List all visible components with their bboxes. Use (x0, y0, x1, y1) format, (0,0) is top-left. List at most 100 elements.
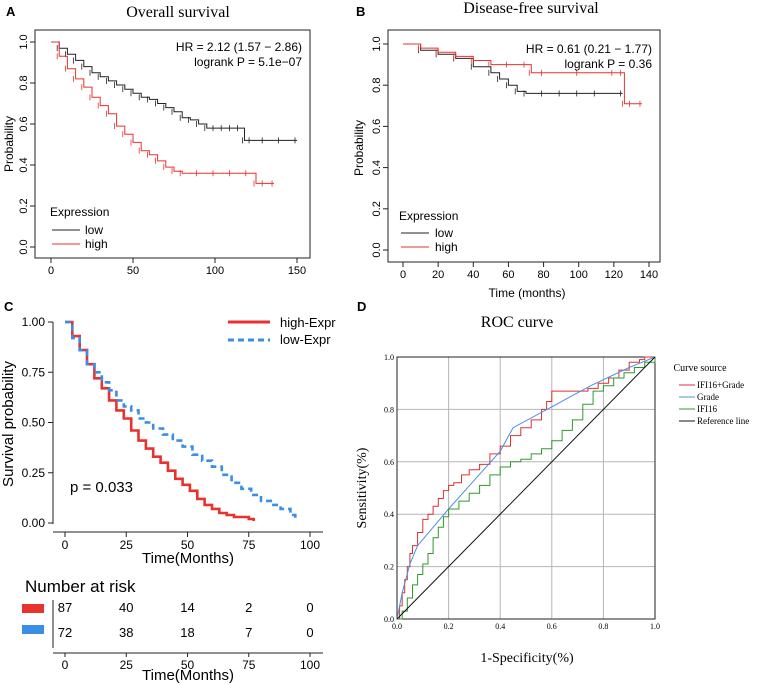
panel-c-curve-high-Expr (65, 320, 255, 521)
panel-c-x-tick-label: 25 (120, 538, 134, 552)
panel-c-pvalue-annotation: p = 0.033 (70, 479, 133, 496)
panel-a-x-axis: 0 50 100 150 (48, 258, 306, 277)
panel-b-y-tick-label: 1.0 (371, 36, 383, 51)
panel-d: D ROC curve 0.0 0.2 0.4 0.6 0.8 1.0 0.0 0.2 0.4… (355, 299, 749, 666)
panel-c-y-axis: 0.00 0.25 0.50 0.75 1.00 (22, 315, 53, 530)
panel-d-y-axis: 0.0 0.2 0.4 0.6 0.8 1.0 (384, 353, 394, 624)
panel-b-y-tick-label: 0.6 (371, 119, 383, 134)
panel-b-curves (403, 43, 642, 107)
panel-d-legend-label-grade: Grade (697, 392, 719, 402)
panel-a-curves (51, 41, 297, 187)
panel-b-letter: B (356, 4, 365, 19)
panel-c-x-tick-label: 100 (300, 538, 320, 552)
panel-a-legend-title: Expression (50, 205, 109, 219)
panel-a-x-tick-label: 0 (48, 265, 54, 277)
panel-d-curve-grade (396, 356, 656, 620)
panel-c-risk-high-swatch (22, 604, 44, 613)
panel-b-legend: Expression low high (399, 209, 458, 254)
panel-c-x-tick-label: 0 (62, 538, 69, 552)
panel-d-curve-reference-line (396, 356, 656, 620)
panel-c: C Survival probability 0.00 0.25 0.50 0.75 1… (0, 299, 336, 684)
panel-a-hr-annotation: HR = 2.12 (1.57 − 2.86) (176, 40, 302, 54)
panel-c-curves (65, 320, 297, 521)
panel-d-y-axis-label: Sensitivity(%) (355, 447, 370, 528)
panel-c-risk-x-tick-label: 0 (62, 658, 69, 672)
panel-c-y-tick-label: 1.00 (22, 315, 46, 329)
panel-c-risk-x-axis-label: Time(Months) (142, 667, 234, 684)
panel-b-x-tick-label: 20 (432, 269, 444, 281)
panel-b-x-tick-label: 80 (537, 269, 549, 281)
panel-d-x-axis: 0.0 0.2 0.4 0.6 0.8 1.0 (392, 622, 660, 631)
panel-d-x-tick-label: 0.0 (392, 622, 402, 631)
panel-b-y-tick-label: 0.8 (371, 78, 383, 93)
panel-c-risk-x-tick-label: 100 (300, 658, 320, 672)
panel-b-curve-high (403, 43, 642, 105)
panel-d-plot-frame (396, 356, 656, 620)
panel-d-x-axis-label: 1-Specificity(%) (480, 651, 574, 666)
panel-d-curve-ifi16-grade (397, 356, 655, 620)
panel-c-risk-count-low-Expr: 72 (58, 625, 72, 640)
panel-b-x-axis-label: Time (months) (489, 286, 566, 300)
panel-a-y-axis-label: Probability (2, 116, 16, 172)
panel-a-y-tick-label: 1.0 (18, 34, 30, 49)
panel-a-y-tick-label: 0.0 (18, 239, 30, 254)
panel-b-logrank-annotation: logrank P = 0.36 (564, 57, 652, 71)
panel-c-curve-low-Expr (65, 320, 297, 521)
panel-b-legend-high-label: high (435, 240, 458, 254)
panel-b-y-axis-label: Probability (352, 120, 366, 176)
panel-a-y-axis: 0.0 0.2 0.4 0.6 0.8 1.0 (18, 34, 35, 255)
panel-a-y-tick-label: 0.6 (18, 116, 30, 131)
panel-c-legend-high-label: high-Expr (280, 315, 336, 330)
panel-c-x-axis-label: Time(Months) (142, 550, 234, 567)
panel-d-legend: Curve source IFI16+Grade Grade IFI16 Ref… (673, 363, 749, 426)
panel-c-risk-count-low-Expr: 38 (119, 625, 133, 640)
panel-d-y-tick-label: 0.6 (384, 458, 394, 467)
panel-b-y-tick-label: 0.4 (371, 160, 383, 175)
panel-a-title: Overall survival (126, 4, 230, 21)
panel-b-x-tick-label: 100 (570, 269, 588, 281)
panel-d-curves (396, 356, 656, 620)
panel-b-y-tick-label: 0.2 (371, 201, 383, 216)
panel-c-risk-x-tick-label: 25 (120, 658, 134, 672)
panel-c-y-tick-label: 0.25 (22, 466, 46, 480)
panel-c-x-tick-label: 50 (181, 538, 195, 552)
panel-d-y-tick-label: 0.8 (384, 405, 394, 414)
panel-b-x-tick-label: 40 (467, 269, 479, 281)
panel-c-risk-x-tick-label: 75 (242, 658, 256, 672)
panel-a-curve-high (51, 41, 274, 184)
panel-b-y-axis: 0.0 0.2 0.4 0.6 0.8 1.0 (371, 36, 388, 258)
panel-c-y-axis-label: Survival probability (0, 361, 17, 487)
panel-c-risk-count-low-Expr: 7 (245, 625, 252, 640)
panel-b-x-tick-label: 120 (605, 269, 623, 281)
panel-b-y-tick-label: 0.0 (371, 242, 383, 257)
panel-a-legend-high-label: high (85, 237, 108, 251)
panel-d-x-tick-label: 0.6 (547, 622, 557, 631)
panel-c-risk-count-high-Expr: 0 (306, 600, 313, 615)
panel-d-legend-title: Curve source (673, 363, 727, 374)
panel-a-x-tick-label: 100 (206, 265, 224, 277)
panel-a-x-tick-label: 150 (288, 265, 306, 277)
panel-b-x-tick-label: 140 (640, 269, 658, 281)
panel-a-legend-low-label: low (85, 223, 103, 237)
panel-c-risk-table-title: Number at risk (25, 577, 136, 596)
panel-c-risk-x-axis: 0 25 50 75 100 (62, 653, 320, 672)
panel-d-x-tick-label: 0.4 (495, 622, 505, 631)
panel-a-y-tick-label: 0.8 (18, 75, 30, 90)
panel-b-curve-low (403, 43, 623, 94)
panel-b-hr-annotation: HR = 0.61 (0.21 − 1.77) (526, 42, 652, 56)
panel-b-x-axis: 0 20 40 60 80 100 120 140 (400, 262, 658, 281)
panel-c-letter: C (4, 299, 14, 314)
panel-a-logrank-annotation: logrank P = 5.1e−07 (194, 55, 302, 69)
panel-a: A Overall survival Probability 0.0 0.2 0.4… (2, 4, 311, 277)
panel-d-y-tick-label: 0.2 (384, 563, 394, 572)
panel-c-y-tick-label: 0.75 (22, 365, 46, 379)
panel-c-risk-count-high-Expr: 87 (58, 600, 72, 615)
panel-a-legend: Expression low high (50, 205, 109, 251)
panel-a-letter: A (6, 4, 16, 19)
panel-b-legend-low-label: low (435, 226, 453, 240)
panel-a-curve-low (51, 41, 297, 141)
panel-d-title: ROC curve (481, 314, 553, 331)
panel-c-legend-low-label: low-Expr (280, 332, 331, 347)
panel-c-risk-count-low-Expr: 18 (180, 625, 194, 640)
